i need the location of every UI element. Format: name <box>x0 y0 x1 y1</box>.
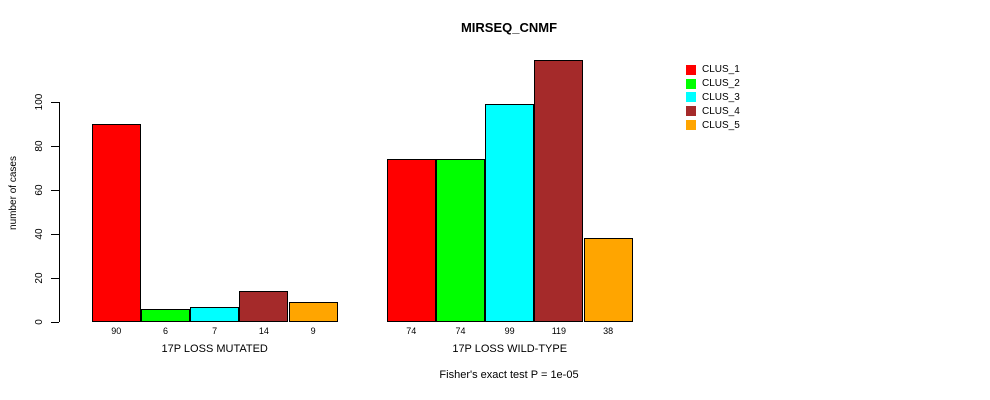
legend-item: CLUS_4 <box>686 104 740 118</box>
y-axis-tick-label: 40 <box>34 228 45 240</box>
bar-clus_4 <box>534 60 584 322</box>
bar-value-label: 99 <box>504 326 515 336</box>
legend-item: CLUS_5 <box>686 118 740 132</box>
bar-value-label: 6 <box>162 326 168 336</box>
y-axis-tick-label: 20 <box>34 272 45 284</box>
legend-item-label: CLUS_5 <box>702 119 740 131</box>
y-axis-tick <box>50 102 59 103</box>
bar-value-label: 119 <box>551 326 567 336</box>
bar-value-label: 74 <box>455 326 466 336</box>
legend-swatch-icon <box>686 106 696 117</box>
legend-item: CLUS_1 <box>686 63 740 77</box>
bar-clus_2 <box>140 308 191 322</box>
legend: CLUS_1 CLUS_2 CLUS_3 CLUS_4 CLUS_5 <box>686 63 740 132</box>
y-axis-tick-label: 60 <box>34 184 45 196</box>
bar-clus_5 <box>583 238 633 322</box>
legend-item-label: CLUS_3 <box>702 91 740 103</box>
y-axis-line <box>58 102 60 322</box>
legend-swatch-icon <box>686 92 696 103</box>
fisher-test-caption: Fisher's exact test P = 1e-05 <box>439 369 579 381</box>
bar-clus_4 <box>239 291 289 322</box>
legend-swatch-icon <box>686 78 696 89</box>
y-axis-tick <box>50 146 59 147</box>
bar-clus_1 <box>386 159 436 322</box>
legend-item-label: CLUS_2 <box>702 78 740 90</box>
y-axis-tick <box>50 278 59 279</box>
bar-value-label: 74 <box>406 326 417 336</box>
legend-item-label: CLUS_4 <box>702 105 740 117</box>
y-axis-tick <box>50 190 59 191</box>
bar-clus_3 <box>485 104 535 322</box>
y-axis-tick-label: 0 <box>34 319 45 325</box>
bar-value-label: 9 <box>310 326 316 336</box>
legend-item-label: CLUS_1 <box>702 64 740 76</box>
bar-value-label: 38 <box>603 326 614 336</box>
y-axis-tick <box>50 322 59 323</box>
bar-clus_5 <box>288 302 338 322</box>
group-label: 17P LOSS WILD-TYPE <box>452 343 568 355</box>
bar-value-label: 14 <box>258 326 269 336</box>
y-axis-tick-label: 100 <box>34 93 45 111</box>
bar-clus_2 <box>435 159 486 322</box>
bar-clus_3 <box>190 306 240 322</box>
bar-clus_1 <box>91 124 141 322</box>
legend-swatch-icon <box>686 64 696 75</box>
legend-swatch-icon <box>686 120 696 131</box>
y-axis-tick-label: 80 <box>34 140 45 152</box>
y-axis-tick <box>50 234 59 235</box>
legend-item: CLUS_3 <box>686 91 740 105</box>
y-axis-label: number of cases <box>8 156 19 230</box>
bar-value-label: 90 <box>111 326 122 336</box>
bar-value-label: 7 <box>212 326 218 336</box>
group-label: 17P LOSS MUTATED <box>161 343 268 355</box>
legend-item: CLUS_2 <box>686 77 740 91</box>
chart-title: MIRSEQ_CNMF <box>460 20 558 35</box>
